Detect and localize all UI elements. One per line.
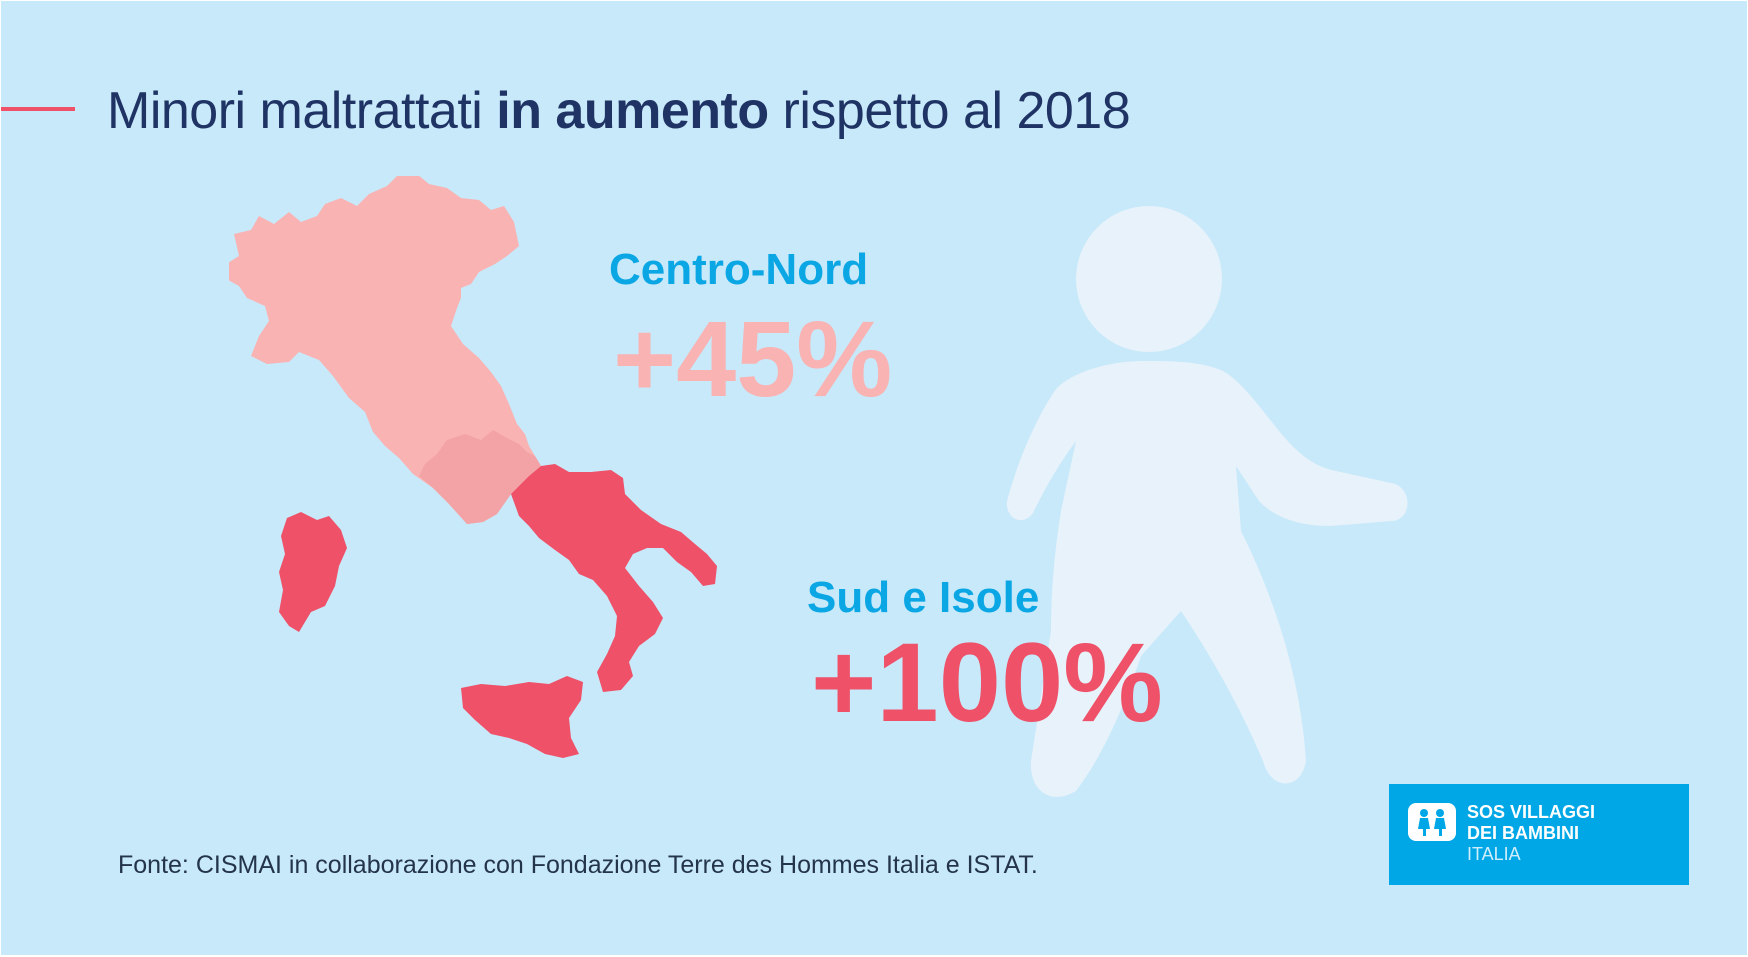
walking-child-icon	[1006, 206, 1408, 797]
sos-villaggi-logo[interactable]: SOS VILLAGGI DEI BAMBINI ITALIA	[1389, 784, 1689, 885]
map-centro	[419, 430, 541, 524]
region-label-sud-isole: Sud e Isole	[807, 573, 1040, 622]
logo-line-3: ITALIA	[1467, 844, 1521, 864]
logo-line-1: SOS VILLAGGI	[1467, 802, 1596, 822]
title-part-2: rispetto al 2018	[768, 82, 1131, 140]
map-sud	[279, 464, 717, 758]
region-value-centro-nord: +45%	[613, 298, 893, 419]
source-note: Fonte: CISMAI in collaborazione con Fond…	[118, 851, 1038, 879]
region-label-centro-nord: Centro-Nord	[609, 245, 869, 294]
title-part-1: Minori maltrattati	[107, 82, 497, 140]
italy-map-icon	[229, 176, 717, 758]
page-title: Minori maltrattati in aumento rispetto a…	[107, 79, 1131, 143]
logo-line-2: DEI BAMBINI	[1467, 823, 1579, 843]
region-value-sud-isole: +100%	[811, 620, 1163, 745]
title-bold: in aumento	[496, 82, 769, 140]
sos-villaggi-logo-icon	[1408, 803, 1456, 841]
title-accent-line	[1, 107, 75, 111]
